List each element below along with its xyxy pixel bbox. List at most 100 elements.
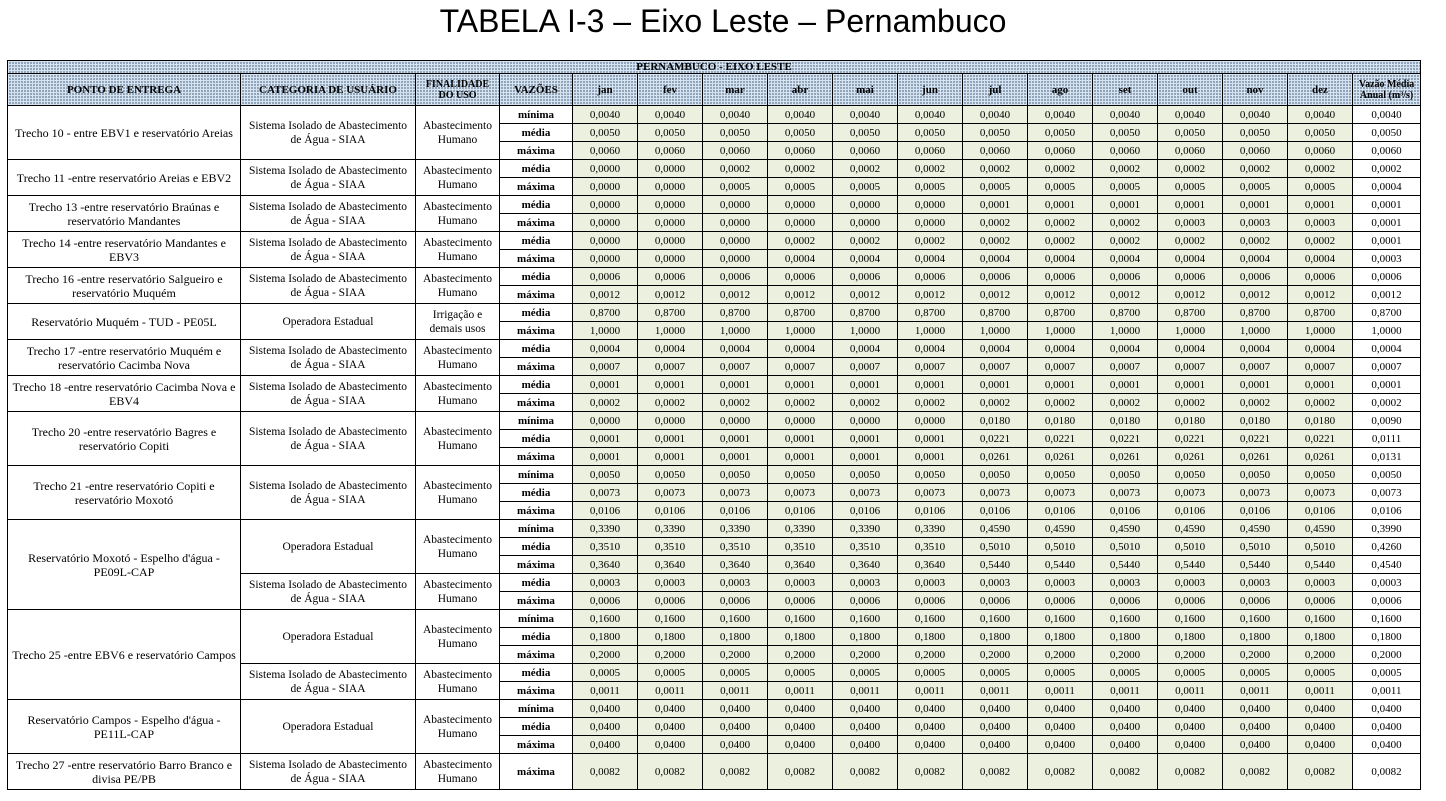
user-category: Sistema Isolado de Abastecimento de Água… (240, 573, 416, 610)
monthly-flow: 0,0003 (702, 573, 768, 592)
data-row: máxima 0,0011 0,0011 0,0011 0,0011 0,0011 0,00… (8, 681, 1422, 700)
monthly-flow: 0,0001 (637, 447, 703, 466)
delivery-point: Trecho 14 -entre reservatório Mandantes … (7, 231, 241, 268)
data-row: Reservatório Muquém - TUD - PE05L Operado… (7, 303, 1422, 340)
monthly-flow: 0,0001 (637, 375, 703, 394)
flow-type: média (499, 339, 573, 358)
data-row: média 0,0001 0,0001 0,0001 0,0001 0,0001 0,000… (8, 429, 1422, 448)
monthly-flow: 0,0006 (962, 267, 1028, 286)
data-row: Trecho 10 - entre EBV1 e reservatório Ar… (7, 105, 1422, 160)
monthly-flow: 0,0004 (1222, 249, 1288, 268)
monthly-flow: 0,0000 (572, 159, 638, 178)
monthly-flow: 0,0040 (702, 105, 768, 124)
monthly-flow: 0,0001 (702, 429, 768, 448)
monthly-flow: 0,0011 (962, 681, 1028, 700)
monthly-flow: 0,0180 (1287, 411, 1353, 430)
monthly-flow: 0,0050 (702, 465, 768, 484)
annual-mean: 0,3990 (1351, 519, 1422, 538)
monthly-flow: 0,3510 (832, 537, 898, 556)
data-row: Trecho 17 -entre reservatório Muquém e r… (7, 339, 1422, 376)
table-body: Trecho 10 - entre EBV1 e reservatório Ar… (7, 105, 1422, 790)
delivery-point: Trecho 17 -entre reservatório Muquém e r… (7, 339, 241, 376)
monthly-flow: 0,3640 (832, 555, 898, 574)
header-row: PONTO DE ENTREGA CATEGORIA DE USUÁRIO FINA… (7, 73, 1422, 106)
monthly-flow: 0,0005 (767, 663, 833, 682)
monthly-flow: 0,0400 (1157, 735, 1223, 754)
monthly-flow: 0,1800 (767, 627, 833, 646)
monthly-flow: 0,0002 (962, 231, 1028, 250)
monthly-flow: 0,0011 (1157, 681, 1223, 700)
monthly-flow: 0,0050 (1157, 123, 1223, 142)
monthly-flow: 0,0002 (702, 393, 768, 412)
flow-type: mínima (499, 465, 573, 484)
monthly-flow: 0,0050 (767, 123, 833, 142)
flow-type: mínima (499, 105, 573, 124)
user-category: Sistema Isolado de Abastecimento de Água… (240, 267, 416, 304)
monthly-flow: 0,0001 (572, 375, 638, 394)
monthly-flow: 0,0050 (1287, 465, 1353, 484)
monthly-flow: 0,0006 (1222, 267, 1288, 286)
monthly-flow: 0,0000 (572, 177, 638, 196)
data-row: máxima 0,0400 0,0400 0,0400 0,0400 0,0400 0,04… (8, 735, 1422, 754)
monthly-flow: 0,0000 (702, 231, 768, 250)
annual-mean: 1,0000 (1351, 321, 1422, 340)
monthly-flow: 0,0002 (897, 393, 963, 412)
monthly-flow: 0,0007 (1222, 357, 1288, 376)
data-row: Trecho 16 -entre reservatório Salgueiro … (7, 267, 1422, 304)
monthly-flow: 0,0050 (637, 465, 703, 484)
monthly-flow: 0,0002 (1092, 159, 1158, 178)
monthly-flow: 0,0050 (962, 465, 1028, 484)
monthly-flow: 0,1800 (572, 627, 638, 646)
annual-mean: 0,0400 (1351, 717, 1422, 736)
monthly-flow: 0,0012 (1157, 285, 1223, 304)
monthly-flow: 0,0060 (1157, 141, 1223, 160)
monthly-flow: 0,0060 (637, 141, 703, 160)
annual-mean: 0,1800 (1351, 627, 1422, 646)
monthly-flow: 0,0007 (832, 357, 898, 376)
monthly-flow: 0,4590 (1287, 519, 1353, 538)
monthly-flow: 0,0002 (962, 213, 1028, 232)
monthly-flow: 0,0400 (572, 735, 638, 754)
monthly-flow: 0,0004 (1092, 249, 1158, 268)
data-row: Reservatório Moxotó - Espelho d'água - P… (7, 519, 1422, 610)
data-row: máxima 0,0001 0,0001 0,0001 0,0001 0,0001 0,00… (8, 447, 1422, 466)
monthly-flow: 0,5440 (1157, 555, 1223, 574)
flow-type: máxima (499, 735, 573, 754)
use-purpose: Abastecimento Humano (415, 573, 500, 610)
data-row: máxima 0,0002 0,0002 0,0002 0,0002 0,0002 0,00… (8, 393, 1422, 412)
monthly-flow: 0,0400 (637, 717, 703, 736)
monthly-flow: 0,0106 (572, 501, 638, 520)
monthly-flow: 0,0003 (1027, 573, 1093, 592)
monthly-flow: 0,0002 (1222, 159, 1288, 178)
monthly-flow: 0,0005 (572, 663, 638, 682)
monthly-flow: 0,0006 (572, 591, 638, 610)
monthly-flow: 0,0000 (897, 195, 963, 214)
monthly-flow: 0,0002 (637, 393, 703, 412)
monthly-flow: 0,0006 (832, 267, 898, 286)
monthly-flow: 0,5010 (1027, 537, 1093, 556)
user-category: Sistema Isolado de Abastecimento de Água… (240, 339, 416, 376)
monthly-flow: 0,0060 (1092, 141, 1158, 160)
header-top: PERNAMBUCO - EIXO LESTE (6, 60, 1422, 74)
monthly-flow: 0,0400 (1222, 717, 1288, 736)
monthly-flow: 0,0060 (1027, 141, 1093, 160)
flow-type: máxima (499, 447, 573, 466)
monthly-flow: 0,0040 (832, 105, 898, 124)
monthly-flow: 0,0400 (897, 735, 963, 754)
monthly-flow: 0,0005 (832, 177, 898, 196)
monthly-flow: 0,0005 (897, 663, 963, 682)
flow-table: PERNAMBUCO - EIXO LESTE PONTO DE ENTREGA… (6, 60, 1422, 790)
monthly-flow: 0,0004 (832, 249, 898, 268)
monthly-flow: 0,0000 (832, 213, 898, 232)
monthly-flow: 0,0082 (572, 753, 638, 790)
monthly-flow: 0,0005 (702, 663, 768, 682)
monthly-flow: 0,0001 (962, 375, 1028, 394)
delivery-point: Trecho 21 -entre reservatório Copiti e r… (7, 465, 241, 520)
monthly-flow: 0,0106 (1092, 501, 1158, 520)
monthly-flow: 0,0082 (1222, 753, 1288, 790)
monthly-flow: 0,0040 (1092, 105, 1158, 124)
monthly-flow: 0,3640 (897, 555, 963, 574)
data-row: Trecho 20 -entre reservatório Bagres e r… (7, 411, 1422, 466)
flow-type: média (499, 429, 573, 448)
monthly-flow: 0,2000 (702, 645, 768, 664)
